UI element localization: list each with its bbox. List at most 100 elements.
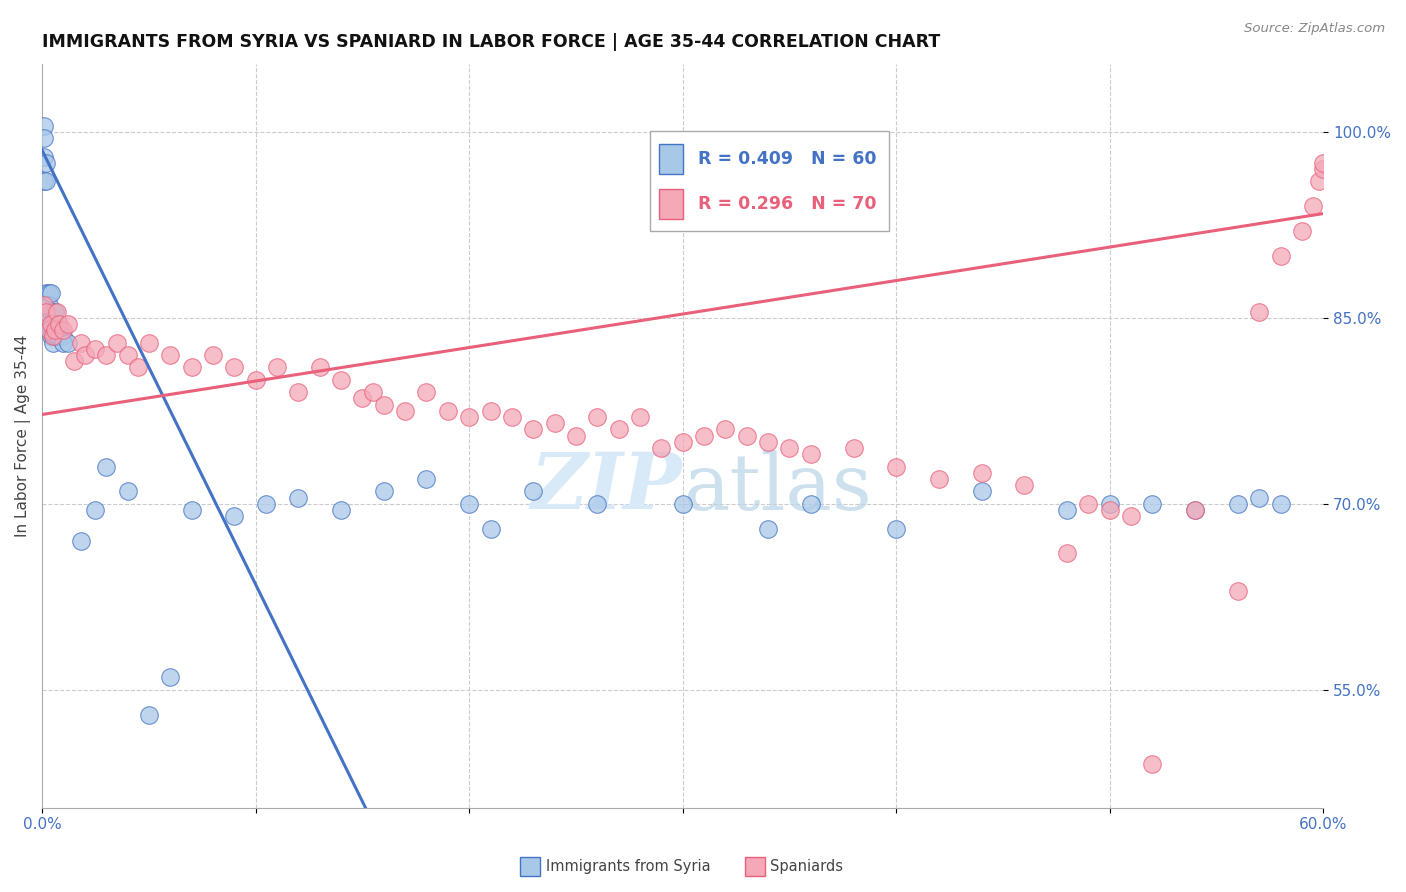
- Point: [35, 174, 58, 188]
- Point: [56, 317, 79, 331]
- Point: [39, 317, 62, 331]
- Point: [884, 459, 907, 474]
- Point: [672, 434, 695, 449]
- Point: [138, 707, 160, 722]
- Point: [224, 360, 246, 375]
- Point: [1270, 249, 1292, 263]
- Point: [479, 522, 502, 536]
- Point: [38, 310, 60, 325]
- Y-axis label: In Labor Force | Age 35-44: In Labor Force | Age 35-44: [15, 334, 31, 537]
- Point: [607, 422, 630, 436]
- Point: [39, 323, 62, 337]
- Point: [650, 441, 672, 455]
- Point: [69, 335, 91, 350]
- Point: [437, 404, 460, 418]
- Point: [201, 348, 224, 362]
- Point: [970, 466, 993, 480]
- Point: [63, 354, 86, 368]
- Point: [56, 335, 79, 350]
- Point: [180, 360, 202, 375]
- Point: [42, 317, 65, 331]
- Point: [84, 342, 107, 356]
- Point: [394, 404, 416, 418]
- Point: [1142, 497, 1164, 511]
- Point: [842, 441, 865, 455]
- Point: [32, 131, 55, 145]
- Point: [1308, 174, 1330, 188]
- Text: R = 0.409   N = 60: R = 0.409 N = 60: [697, 150, 876, 168]
- Point: [522, 422, 544, 436]
- Point: [96, 459, 118, 474]
- Point: [32, 119, 55, 133]
- Point: [52, 329, 75, 343]
- Point: [52, 323, 75, 337]
- Point: [415, 472, 437, 486]
- Point: [458, 409, 481, 424]
- Point: [361, 385, 384, 400]
- Point: [105, 335, 128, 350]
- Point: [35, 155, 58, 169]
- Point: [39, 285, 62, 300]
- Point: [884, 522, 907, 536]
- Point: [501, 409, 523, 424]
- Point: [44, 304, 66, 318]
- Point: [458, 497, 481, 511]
- Point: [543, 416, 565, 430]
- Point: [373, 398, 395, 412]
- Bar: [650, 131, 890, 231]
- Point: [756, 434, 779, 449]
- Point: [38, 298, 60, 312]
- Point: [46, 304, 69, 318]
- Point: [254, 497, 277, 511]
- Point: [32, 149, 55, 163]
- Point: [117, 348, 139, 362]
- Point: [565, 428, 588, 442]
- Point: [1312, 155, 1334, 169]
- Point: [159, 348, 181, 362]
- Point: [117, 484, 139, 499]
- Text: Immigrants from Syria: Immigrants from Syria: [546, 859, 710, 874]
- Bar: [520, 856, 540, 876]
- Point: [1056, 546, 1078, 560]
- Point: [42, 304, 65, 318]
- Point: [159, 670, 181, 684]
- Point: [1119, 509, 1142, 524]
- Point: [73, 348, 96, 362]
- Point: [1098, 497, 1121, 511]
- Point: [1226, 497, 1249, 511]
- Point: [42, 329, 65, 343]
- Point: [1142, 757, 1164, 772]
- Point: [52, 335, 75, 350]
- Point: [1270, 497, 1292, 511]
- Point: [39, 329, 62, 343]
- Point: [352, 392, 374, 406]
- Point: [39, 304, 62, 318]
- Text: IMMIGRANTS FROM SYRIA VS SPANIARD IN LABOR FORCE | AGE 35-44 CORRELATION CHART: IMMIGRANTS FROM SYRIA VS SPANIARD IN LAB…: [42, 33, 941, 51]
- Point: [693, 428, 716, 442]
- Point: [42, 335, 65, 350]
- Point: [84, 503, 107, 517]
- Point: [714, 422, 737, 436]
- Point: [756, 522, 779, 536]
- Point: [735, 428, 758, 442]
- Point: [46, 317, 69, 331]
- Point: [96, 348, 118, 362]
- Point: [38, 323, 60, 337]
- Point: [35, 285, 58, 300]
- Bar: [745, 856, 765, 876]
- Bar: [659, 144, 683, 174]
- Point: [1077, 497, 1099, 511]
- Point: [48, 329, 70, 343]
- Point: [415, 385, 437, 400]
- Point: [32, 298, 55, 312]
- Point: [44, 323, 66, 337]
- Point: [32, 174, 55, 188]
- Point: [1249, 491, 1271, 505]
- Point: [48, 323, 70, 337]
- Point: [38, 285, 60, 300]
- Point: [127, 360, 149, 375]
- Point: [138, 335, 160, 350]
- Point: [479, 404, 502, 418]
- Point: [35, 310, 58, 325]
- Point: [42, 329, 65, 343]
